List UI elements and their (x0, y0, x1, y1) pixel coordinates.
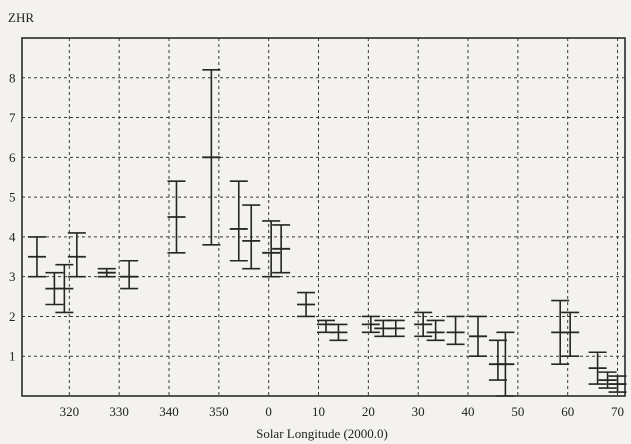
y-tick-labels: 1 2 3 4 5 6 7 8 (9, 70, 16, 363)
x-tick-label: 70 (611, 404, 624, 419)
error-bar-series (27, 69, 627, 397)
error-bar (55, 263, 74, 314)
grid-lines (22, 38, 625, 396)
error-bar (361, 315, 380, 334)
error-bar (45, 271, 64, 306)
error-bar (262, 220, 281, 278)
x-tick-label: 10 (312, 404, 325, 419)
error-bar (316, 319, 335, 334)
y-tick-label: 1 (9, 349, 16, 364)
x-tick-label: 0 (265, 404, 272, 419)
error-bar (588, 351, 607, 385)
x-tick-label: 330 (109, 404, 129, 419)
x-tick-label: 320 (60, 404, 80, 419)
y-tick-label: 8 (9, 70, 16, 85)
error-bar (272, 224, 291, 274)
error-bar (297, 291, 316, 318)
error-bar (386, 319, 405, 338)
error-bar (67, 232, 86, 278)
x-tick-label: 50 (511, 404, 524, 419)
y-tick-label: 3 (9, 269, 16, 284)
y-tick-label: 5 (9, 190, 16, 205)
x-tick-labels: 320 330 340 350 0 10 20 30 40 50 60 70 (60, 404, 624, 419)
error-bar (496, 331, 515, 397)
error-bar (97, 267, 116, 278)
error-bar (242, 204, 261, 270)
error-bar (561, 311, 580, 358)
error-bar (229, 180, 248, 262)
y-tick-label: 7 (9, 110, 16, 125)
error-bar (488, 339, 507, 381)
error-bar (426, 319, 445, 342)
error-bar (414, 311, 433, 338)
error-bar (468, 315, 487, 358)
error-bar (329, 323, 348, 342)
error-bar (167, 180, 186, 254)
x-tick-label: 40 (462, 404, 475, 419)
error-bar (202, 69, 221, 246)
error-bar (446, 315, 465, 346)
y-tick-label: 2 (9, 309, 16, 324)
plot-frame (21, 37, 626, 397)
y-tick-label: 6 (9, 150, 16, 165)
x-tick-label: 60 (561, 404, 574, 419)
x-tick-label: 340 (159, 404, 179, 419)
y-tick-label: 4 (9, 229, 16, 244)
error-bar (27, 236, 46, 278)
x-tick-label: 20 (362, 404, 375, 419)
error-bar (598, 371, 617, 389)
x-tick-label: 350 (209, 404, 229, 419)
x-tick-label: 30 (412, 404, 425, 419)
x-axis-title: Solar Longitude (2000.0) (256, 426, 388, 441)
error-bar (608, 375, 627, 393)
error-bar (120, 259, 139, 290)
y-axis-title: ZHR (8, 10, 34, 25)
